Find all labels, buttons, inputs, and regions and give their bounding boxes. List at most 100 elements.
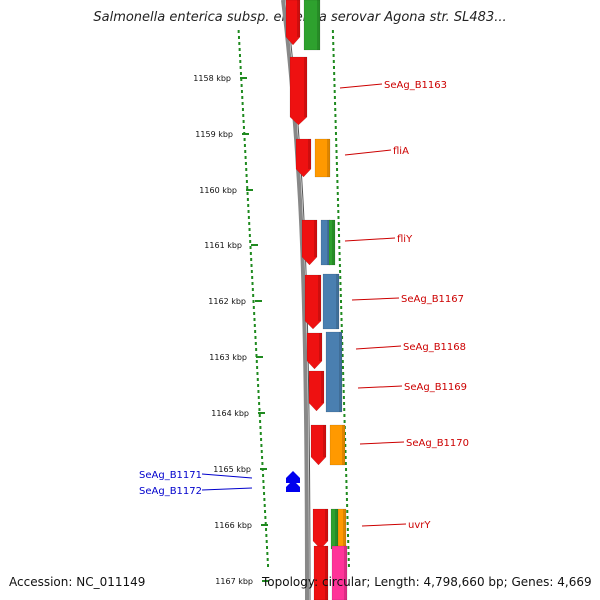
gc-dot (340, 318, 343, 321)
gc-dot (335, 138, 338, 141)
gene-label: SeAg_B1172 (139, 486, 202, 497)
gc-dot (344, 456, 347, 459)
gene-feature (285, 0, 301, 46)
gene-feature (312, 508, 329, 550)
gc-dot (240, 84, 243, 87)
gc-dot (339, 294, 342, 297)
gc-dot (340, 330, 343, 333)
gene-feature (304, 274, 322, 330)
gene-feature (306, 332, 323, 370)
gc-dot (345, 468, 348, 471)
gc-dot (259, 426, 262, 429)
gc-dot (248, 228, 251, 231)
gc-dot (339, 288, 342, 291)
gc-dot (341, 354, 344, 357)
gc-dot (260, 450, 263, 453)
label-leader (201, 473, 253, 479)
gc-dot (345, 486, 348, 489)
gene-feature-shade (308, 139, 311, 169)
gene-label: uvrY (408, 520, 431, 531)
gene-feature (310, 424, 327, 466)
gc-dot (245, 168, 248, 171)
gc-dot (258, 402, 261, 405)
gc-dot (332, 42, 335, 45)
gc-dot (342, 396, 345, 399)
gc-dot (262, 486, 265, 489)
gc-dot (346, 522, 349, 525)
accession-text: Accession: NC_011149 (9, 575, 146, 589)
gc-dot (334, 108, 337, 111)
gc-dot (257, 390, 260, 393)
gc-dot (245, 180, 248, 183)
label-leader (339, 83, 383, 89)
gc-dot (338, 264, 341, 267)
gc-dot (346, 504, 349, 507)
gc-dot (265, 528, 268, 531)
gene-feature-shade (339, 332, 342, 412)
gc-dot (333, 96, 336, 99)
gc-dot (347, 534, 350, 537)
gc-dot (242, 114, 245, 117)
gc-dot (241, 108, 244, 111)
gc-dot (243, 144, 246, 147)
gc-dot (247, 210, 250, 213)
gc-dot (332, 48, 335, 51)
gc-dot (255, 354, 258, 357)
gene-feature-shade (343, 509, 346, 549)
gene-labels: SeAg_B1163 fliA fliY SeAg_B1167 SeAg_B1168 Se… (139, 80, 469, 531)
gc-dot (334, 120, 337, 123)
gc-dot (338, 234, 341, 237)
gc-dot (332, 60, 335, 63)
gc-dot (239, 72, 242, 75)
gene-feature-shade (321, 371, 324, 403)
gc-dot (246, 192, 249, 195)
gc-dot (240, 90, 243, 93)
gc-dot (341, 366, 344, 369)
label-leader (344, 149, 392, 156)
gc-dot (336, 180, 339, 183)
gc-dot (338, 252, 341, 255)
gene-label: fliY (397, 234, 413, 245)
gc-dot (253, 312, 256, 315)
gc-dot (254, 330, 257, 333)
gc-dot (245, 174, 248, 177)
gc-dot (333, 72, 336, 75)
gc-dot (246, 198, 249, 201)
gene-feature-shade (323, 425, 326, 457)
gc-dot (343, 408, 346, 411)
gc-dot (264, 516, 267, 519)
gc-dot (244, 150, 247, 153)
gene-label: fliA (393, 146, 409, 157)
gc-dot (263, 498, 266, 501)
gc-dot (335, 156, 338, 159)
gc-dot (342, 378, 345, 381)
gc-dot (332, 66, 335, 69)
gc-dot (336, 192, 339, 195)
gc-dot (258, 408, 261, 411)
gc-dot (258, 414, 261, 417)
gc-dot (262, 474, 265, 477)
gc-dot (265, 534, 268, 537)
gc-dot (332, 36, 335, 39)
gc-dot (265, 540, 268, 543)
gc-dot (252, 306, 255, 309)
gc-dot (333, 90, 336, 93)
label-leader (359, 441, 405, 445)
gc-dot (338, 240, 341, 243)
gc-dot (344, 462, 347, 465)
tick-label: 1165 kbp (213, 465, 251, 474)
gc-dot (243, 138, 246, 141)
gc-dot (341, 360, 344, 363)
gc-dot (342, 372, 345, 375)
label-leader (201, 487, 253, 491)
gc-dot (331, 30, 334, 33)
gc-dot (252, 294, 255, 297)
gc-dot (334, 126, 337, 129)
gc-dot (256, 372, 259, 375)
gc-dot (339, 282, 342, 285)
gc-dot (347, 546, 350, 549)
gc-dot (257, 396, 260, 399)
gc-dot (343, 414, 346, 417)
gc-dot (347, 552, 350, 555)
gc-dot (347, 540, 350, 543)
